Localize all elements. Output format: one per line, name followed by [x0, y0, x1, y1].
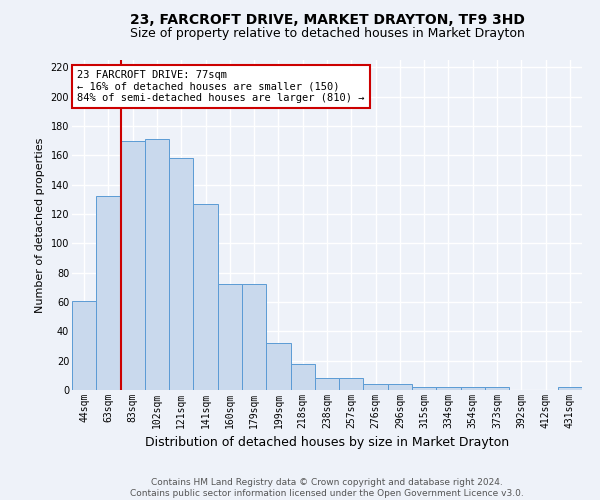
Text: 23, FARCROFT DRIVE, MARKET DRAYTON, TF9 3HD: 23, FARCROFT DRIVE, MARKET DRAYTON, TF9 …	[130, 12, 524, 26]
Text: Contains HM Land Registry data © Crown copyright and database right 2024.
Contai: Contains HM Land Registry data © Crown c…	[130, 478, 524, 498]
Bar	[242, 284, 266, 390]
Bar	[412, 387, 436, 390]
Bar	[72, 300, 96, 390]
Text: 23 FARCROFT DRIVE: 77sqm
← 16% of detached houses are smaller (150)
84% of semi-: 23 FARCROFT DRIVE: 77sqm ← 16% of detach…	[77, 70, 365, 103]
Bar	[290, 364, 315, 390]
Bar	[339, 378, 364, 390]
Bar	[461, 387, 485, 390]
Bar	[436, 387, 461, 390]
Bar	[364, 384, 388, 390]
Bar	[121, 140, 145, 390]
Bar	[388, 384, 412, 390]
Bar	[218, 284, 242, 390]
Bar	[485, 387, 509, 390]
Bar	[169, 158, 193, 390]
Bar	[145, 139, 169, 390]
Bar	[558, 387, 582, 390]
X-axis label: Distribution of detached houses by size in Market Drayton: Distribution of detached houses by size …	[145, 436, 509, 450]
Text: Size of property relative to detached houses in Market Drayton: Size of property relative to detached ho…	[130, 28, 524, 40]
Bar	[96, 196, 121, 390]
Bar	[266, 343, 290, 390]
Bar	[315, 378, 339, 390]
Y-axis label: Number of detached properties: Number of detached properties	[35, 138, 45, 312]
Bar	[193, 204, 218, 390]
